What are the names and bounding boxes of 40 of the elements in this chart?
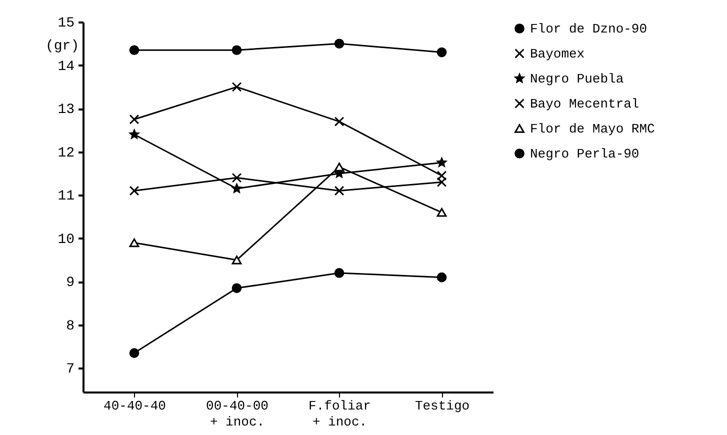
point [232, 184, 242, 193]
point [129, 186, 140, 196]
point [129, 348, 140, 358]
legend-label: Bayo Mecentral [530, 96, 640, 112]
legend-label: Flor de Dzno-90 [530, 22, 648, 36]
point [129, 114, 140, 124]
point [232, 82, 242, 92]
y-tick-label: 12 [58, 145, 74, 162]
point [436, 47, 447, 58]
x-tick-label: Testigo [414, 398, 470, 414]
y-tick-label: 9 [66, 275, 74, 292]
point [436, 272, 447, 282]
point [232, 172, 242, 183]
point [129, 45, 140, 56]
point [334, 268, 344, 278]
point [129, 238, 140, 248]
legend-label: Negro Puebla [530, 72, 624, 86]
y-axis-title: (gr) [46, 38, 80, 54]
y-tick-label: 11 [58, 188, 74, 205]
point [334, 116, 344, 126]
point [232, 256, 242, 264]
point [436, 208, 447, 217]
point [232, 45, 242, 56]
point [437, 158, 446, 167]
legend-label: Bayomex [530, 46, 585, 62]
x-tick-label: 00-40-00 + inoc. [206, 398, 268, 430]
legend-label: Flor de Mayo RMC [530, 122, 656, 136]
point [334, 162, 344, 172]
x-tick-label: 40-40-40 [104, 398, 166, 414]
y-tick-label: 15 [58, 16, 74, 32]
y-tick-label: 14 [58, 58, 74, 75]
point [232, 283, 242, 294]
y-tick-label: 8 [66, 318, 74, 334]
legend-label: Negro Perla-90 [530, 146, 640, 162]
x-tick-label: F.foliar + inoc. [308, 398, 371, 430]
point [334, 38, 344, 49]
y-tick-label: 13 [58, 102, 74, 118]
y-tick-label: 7 [66, 362, 74, 378]
y-tick-label: 10 [58, 232, 74, 248]
point [334, 186, 344, 196]
